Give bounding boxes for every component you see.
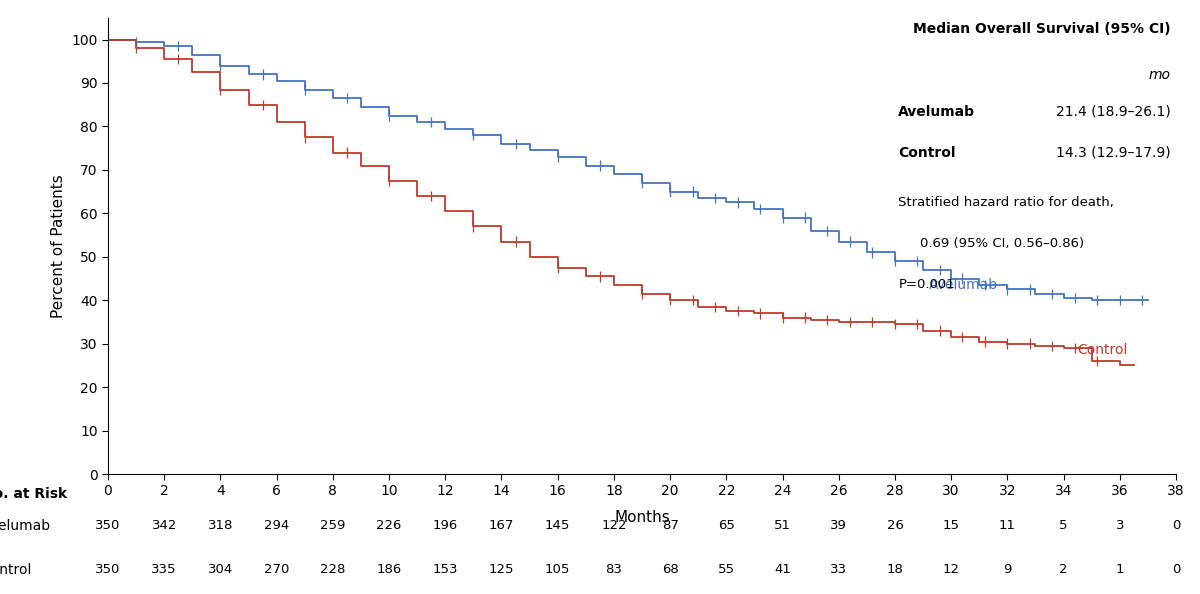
Text: 228: 228 <box>320 563 346 576</box>
Text: 196: 196 <box>433 519 458 532</box>
Text: Control: Control <box>0 563 32 577</box>
Text: Avelumab: Avelumab <box>899 105 976 119</box>
Text: 14.3 (12.9–17.9): 14.3 (12.9–17.9) <box>1056 146 1171 160</box>
Text: mo: mo <box>1148 68 1171 82</box>
Text: 350: 350 <box>95 519 121 532</box>
Text: 259: 259 <box>320 519 346 532</box>
Text: 83: 83 <box>606 563 623 576</box>
X-axis label: Months: Months <box>614 510 670 525</box>
Text: 125: 125 <box>488 563 515 576</box>
Text: 55: 55 <box>718 563 734 576</box>
Text: 335: 335 <box>151 563 176 576</box>
Text: 33: 33 <box>830 563 847 576</box>
Text: 2: 2 <box>1060 563 1068 576</box>
Text: 350: 350 <box>95 563 121 576</box>
Text: 304: 304 <box>208 563 233 576</box>
Text: 153: 153 <box>432 563 458 576</box>
Text: No. at Risk: No. at Risk <box>0 487 67 501</box>
Text: 9: 9 <box>1003 563 1012 576</box>
Text: 145: 145 <box>545 519 570 532</box>
Text: 12: 12 <box>943 563 960 576</box>
Text: 226: 226 <box>377 519 402 532</box>
Text: Control: Control <box>1078 343 1128 357</box>
Text: 41: 41 <box>774 563 791 576</box>
Text: 5: 5 <box>1060 519 1068 532</box>
Text: 342: 342 <box>151 519 176 532</box>
Text: Median Overall Survival (95% CI): Median Overall Survival (95% CI) <box>913 23 1171 36</box>
Y-axis label: Percent of Patients: Percent of Patients <box>50 174 66 318</box>
Text: 0: 0 <box>1172 519 1180 532</box>
Text: 87: 87 <box>661 519 678 532</box>
Text: 122: 122 <box>601 519 626 532</box>
Text: 11: 11 <box>998 519 1016 532</box>
Text: 0.69 (95% CI, 0.56–0.86): 0.69 (95% CI, 0.56–0.86) <box>919 237 1084 250</box>
Text: 186: 186 <box>377 563 402 576</box>
Text: 167: 167 <box>488 519 514 532</box>
Text: 294: 294 <box>264 519 289 532</box>
Text: 51: 51 <box>774 519 791 532</box>
Text: 105: 105 <box>545 563 570 576</box>
Text: 26: 26 <box>887 519 904 532</box>
Text: 65: 65 <box>718 519 734 532</box>
Text: 18: 18 <box>887 563 904 576</box>
Text: 270: 270 <box>264 563 289 576</box>
Text: P=0.001: P=0.001 <box>899 278 955 291</box>
Text: 0: 0 <box>1172 563 1180 576</box>
Text: Control: Control <box>899 146 956 160</box>
Text: Avelumab: Avelumab <box>929 278 997 292</box>
Text: 1: 1 <box>1116 563 1124 576</box>
Text: 15: 15 <box>943 519 960 532</box>
Text: 21.4 (18.9–26.1): 21.4 (18.9–26.1) <box>1056 105 1171 119</box>
Text: Avelumab: Avelumab <box>0 519 50 533</box>
Text: 68: 68 <box>661 563 678 576</box>
Text: Stratified hazard ratio for death,: Stratified hazard ratio for death, <box>899 196 1114 208</box>
Text: 318: 318 <box>208 519 233 532</box>
Text: 3: 3 <box>1116 519 1124 532</box>
Text: 39: 39 <box>830 519 847 532</box>
